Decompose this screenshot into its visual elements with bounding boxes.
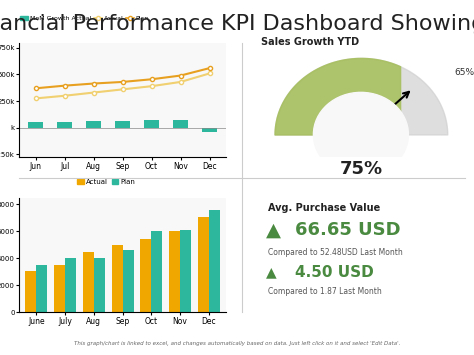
Text: Avg. Purchase Value: Avg. Purchase Value [268,203,380,213]
Text: ▲: ▲ [265,265,276,279]
Text: 4.50 USD: 4.50 USD [294,265,374,280]
Bar [144,120,159,128]
Text: 65%: 65% [454,68,474,77]
Text: Sales Growth YTD: Sales Growth YTD [262,37,360,47]
Bar [173,120,188,128]
Bar [123,250,134,312]
Bar [36,265,47,312]
Bar [180,230,191,312]
Text: Compared to 52.48USD Last Month: Compared to 52.48USD Last Month [268,248,402,257]
Circle shape [313,92,409,176]
Bar [198,217,209,312]
Bar [83,252,94,312]
Bar [202,128,217,132]
Bar [86,121,101,128]
Bar [57,122,72,128]
Text: Compared to 1.87 Last Month: Compared to 1.87 Last Month [268,287,382,296]
Bar [54,265,65,312]
Bar [25,271,36,312]
Text: ▲: ▲ [265,220,281,239]
Bar [65,258,76,312]
Text: This graph/chart is linked to excel, and changes automatically based on data. Ju: This graph/chart is linked to excel, and… [74,341,400,346]
Text: 66.65 USD: 66.65 USD [294,221,400,239]
Legend: MoM Growth Actual, Actual, Plan: MoM Growth Actual, Actual, Plan [18,13,152,24]
Bar [209,210,220,312]
Bar [112,245,123,312]
Legend: Actual, Plan: Actual, Plan [74,176,138,187]
Text: Financial Performance KPI Dashboard Showing...: Financial Performance KPI Dashboard Show… [0,14,474,34]
Bar [169,231,180,312]
Bar [28,122,43,128]
Bar [115,121,130,128]
Bar [151,231,162,312]
Text: 75%: 75% [339,160,383,178]
Bar [94,258,105,312]
Bar [140,239,151,312]
